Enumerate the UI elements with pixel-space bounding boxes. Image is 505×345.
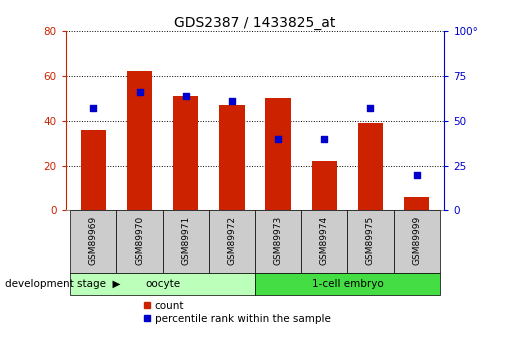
Point [320,136,328,141]
Bar [255,273,440,295]
Bar [301,210,347,273]
Bar [358,123,383,210]
Point [89,106,97,111]
Text: GSM89972: GSM89972 [227,216,236,265]
Text: GSM89969: GSM89969 [89,216,98,265]
Point [367,106,375,111]
Bar [70,273,255,295]
Text: oocyte: oocyte [145,279,180,289]
Bar [347,210,393,273]
Point [274,136,282,141]
Text: 1-cell embryo: 1-cell embryo [312,279,383,289]
Text: GSM89975: GSM89975 [366,216,375,265]
Text: GSM89973: GSM89973 [274,216,283,265]
Text: GSM89971: GSM89971 [181,216,190,265]
Bar [127,71,152,210]
Point [228,98,236,104]
Point [413,172,421,177]
Bar [219,105,244,210]
Bar [312,161,337,210]
Text: GSM89974: GSM89974 [320,216,329,265]
Bar [163,210,209,273]
Title: GDS2387 / 1433825_at: GDS2387 / 1433825_at [174,16,336,30]
Point [182,93,190,98]
Text: development stage  ▶: development stage ▶ [5,279,121,289]
Bar [173,96,198,210]
Legend: count, percentile rank within the sample: count, percentile rank within the sample [139,296,335,328]
Bar [117,210,163,273]
Text: GSM89999: GSM89999 [412,216,421,265]
Text: GSM89970: GSM89970 [135,216,144,265]
Bar [266,98,291,210]
Bar [404,197,429,210]
Bar [81,130,106,210]
Bar [255,210,301,273]
Bar [209,210,255,273]
Bar [393,210,440,273]
Bar [70,210,117,273]
Point [135,89,143,95]
